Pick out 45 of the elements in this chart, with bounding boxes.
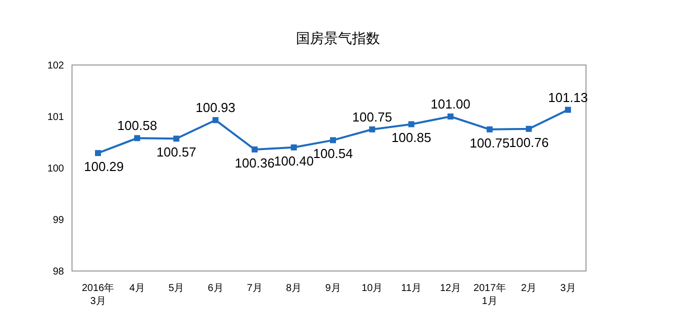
y-tick-label: 102 [47, 60, 64, 72]
x-tick-label: 10月 [362, 283, 383, 294]
data-label: 100.75 [352, 109, 392, 124]
y-tick-label: 101 [47, 112, 64, 124]
data-label: 100.58 [117, 118, 158, 134]
data-label: 100.57 [156, 144, 196, 160]
y-tick-label: 99 [52, 215, 64, 226]
point [95, 150, 101, 156]
data-label: 101.13 [548, 90, 588, 105]
point [408, 121, 414, 128]
point [486, 126, 493, 132]
point [448, 114, 454, 120]
data-label: 100.93 [196, 100, 236, 116]
x-tick-label: 7月 [246, 283, 262, 294]
point [330, 137, 336, 144]
data-label: 100.29 [84, 159, 124, 174]
data-label: 100.76 [508, 134, 549, 150]
y-tick-label: 100 [47, 164, 64, 175]
point [134, 135, 140, 142]
x-tick-label: 2017年 1月 [474, 282, 506, 307]
x-tick-label: 2016年 3月 [82, 282, 114, 307]
x-tick-label: 9月 [325, 283, 341, 294]
x-tick-label: 11月 [401, 283, 422, 294]
point [369, 126, 376, 132]
point [526, 126, 532, 132]
data-label: 100.54 [313, 146, 353, 162]
point [290, 144, 297, 150]
data-label: 100.36 [234, 155, 275, 170]
x-tick-label: 4月 [129, 283, 145, 294]
x-tick-label: 8月 [286, 283, 302, 294]
point [173, 136, 180, 142]
x-tick-label: 12月 [440, 283, 462, 294]
data-label: 101.00 [430, 96, 470, 112]
point [565, 106, 571, 113]
x-tick-label: 3月 [560, 283, 576, 294]
point [212, 117, 218, 124]
x-tick-label: 5月 [168, 283, 184, 294]
y-tick-label: 98 [52, 266, 64, 278]
data-label: 100.75 [470, 135, 510, 150]
data-label: 100.40 [274, 153, 314, 168]
data-label: 100.85 [391, 130, 432, 146]
x-tick-label: 2月 [521, 283, 537, 294]
chart-title: 国房景气指数 [295, 30, 381, 48]
point [252, 146, 258, 152]
x-tick-label: 6月 [208, 283, 224, 294]
